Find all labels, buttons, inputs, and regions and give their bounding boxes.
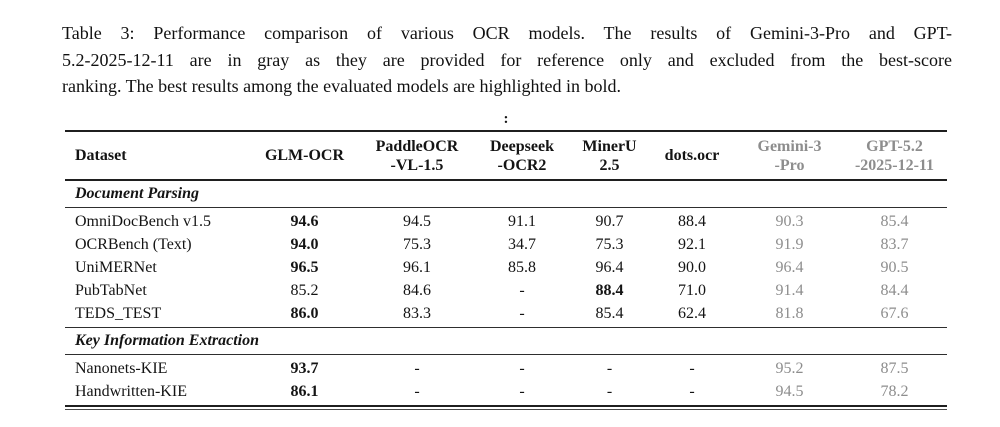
value-cell: 86.1 xyxy=(290,383,319,400)
table-grid: Dataset GLM-OCR PaddleOCR -VL-1.5 Deepseek -O… xyxy=(65,130,947,410)
caption-line-3: ranking. The best results among the eval… xyxy=(62,76,622,96)
value-cell: 78.2 xyxy=(880,383,909,400)
column-header-paddleocr-vl-1-5: PaddleOCR -VL-1.5 xyxy=(375,137,459,174)
value-cell: - xyxy=(414,383,420,400)
value-cell: - xyxy=(519,360,525,377)
value-cell: 75.3 xyxy=(403,236,431,253)
value-cell: 91.4 xyxy=(775,282,804,299)
value-cell: 84.4 xyxy=(880,282,909,299)
dataset-cell: Handwritten-KIE xyxy=(75,383,187,400)
caption-line-1: Table 3: Performance comparison of vario… xyxy=(62,23,952,43)
value-cell: 96.5 xyxy=(290,259,319,276)
table-row: TEDS_TEST 86.0 83.3 - 85.4 62.4 81.8 67.6 xyxy=(65,302,947,325)
value-cell: 90.7 xyxy=(595,213,624,230)
column-header-deepseek-ocr2: Deepseek -OCR2 xyxy=(490,137,554,174)
value-cell: 94.5 xyxy=(403,213,431,230)
value-cell: 34.7 xyxy=(508,236,536,253)
column-header-gemini-3-pro: Gemini-3 -Pro xyxy=(757,137,822,174)
value-cell: - xyxy=(606,383,613,400)
table-caption: Table 3: Performance comparison of vario… xyxy=(62,20,952,100)
value-cell: - xyxy=(519,305,525,322)
value-cell: 93.7 xyxy=(290,360,319,377)
table-row: OmniDocBench v1.5 94.6 94.5 91.1 90.7 88.4 90.… xyxy=(65,210,947,233)
value-cell: 88.4 xyxy=(678,213,706,230)
value-cell: 88.4 xyxy=(595,282,624,299)
value-cell: 94.0 xyxy=(290,236,319,253)
value-cell: 96.4 xyxy=(775,259,804,276)
value-cell: 91.1 xyxy=(508,213,536,230)
value-cell: 71.0 xyxy=(678,282,706,299)
bottom-rule-heavy xyxy=(65,405,947,407)
value-cell: 86.0 xyxy=(290,305,319,322)
value-cell: 84.6 xyxy=(403,282,431,299)
value-cell: - xyxy=(689,383,695,400)
table-header-row: Dataset GLM-OCR PaddleOCR -VL-1.5 Deepseek -O… xyxy=(65,132,947,181)
value-cell: 81.8 xyxy=(775,305,804,322)
dataset-cell: PubTabNet xyxy=(75,282,147,299)
section-header: Key Information Extraction xyxy=(65,328,947,355)
value-cell: 75.3 xyxy=(595,236,624,253)
value-cell: 90.0 xyxy=(678,259,706,276)
value-cell: - xyxy=(689,360,695,377)
value-cell: 94.6 xyxy=(290,213,319,230)
value-cell: 92.1 xyxy=(678,236,706,253)
value-cell: 85.4 xyxy=(595,305,624,322)
value-cell: 83.3 xyxy=(403,305,431,322)
value-cell: 96.4 xyxy=(595,259,624,276)
value-cell: 85.8 xyxy=(508,259,536,276)
table-body: Document Parsing OmniDocBench v1.5 94.6 94.… xyxy=(65,181,947,405)
bottom-rule-thin xyxy=(65,409,947,410)
section-rows: OmniDocBench v1.5 94.6 94.5 91.1 90.7 88.4 90.… xyxy=(65,208,947,328)
value-cell: 90.5 xyxy=(880,259,909,276)
column-header-gpt-5-2-2025-12-11: GPT-5.2 -2025-12-11 xyxy=(854,137,935,174)
section-header: Document Parsing xyxy=(65,181,947,208)
value-cell: 95.2 xyxy=(775,360,804,377)
value-cell: 91.9 xyxy=(775,236,804,253)
value-cell: 67.6 xyxy=(880,305,909,322)
value-cell: - xyxy=(606,360,613,377)
column-header-dots-ocr: dots.ocr xyxy=(664,147,720,164)
column-header-dataset: Dataset xyxy=(75,147,127,164)
value-cell: - xyxy=(414,360,420,377)
table-row: Nanonets-KIE 93.7 - - - - 95.2 87.5 xyxy=(65,357,947,380)
table-row: Handwritten-KIE 86.1 - - - - 94.5 78.2 xyxy=(65,380,947,403)
value-cell: 62.4 xyxy=(678,305,706,322)
value-cell: 87.5 xyxy=(880,360,909,377)
dataset-cell: OCRBench (Text) xyxy=(75,236,192,253)
value-cell: 90.3 xyxy=(775,213,804,230)
value-cell: - xyxy=(519,383,525,400)
performance-table: : Dataset GLM-OCR PaddleOCR -VL-1.5 Deepseek… xyxy=(65,108,947,410)
column-header-glm-ocr: GLM-OCR xyxy=(264,147,345,164)
value-cell: - xyxy=(519,282,525,299)
dataset-cell: OmniDocBench v1.5 xyxy=(75,213,211,230)
table-row: UniMERNet 96.5 96.1 85.8 96.4 90.0 96.4 90.5 xyxy=(65,256,947,279)
value-cell: 96.1 xyxy=(403,259,431,276)
dataset-cell: Nanonets-KIE xyxy=(75,360,168,377)
stray-colon-mark: : xyxy=(503,111,509,127)
table-row: OCRBench (Text) 94.0 75.3 34.7 75.3 92.1 91.9 8… xyxy=(65,233,947,256)
section-rows: Nanonets-KIE 93.7 - - - - 95.2 87.5 Handwritten-… xyxy=(65,355,947,405)
value-cell: 85.4 xyxy=(880,213,909,230)
value-cell: 85.2 xyxy=(290,282,319,299)
table-row: PubTabNet 85.2 84.6 - 88.4 71.0 91.4 84.4 xyxy=(65,279,947,302)
value-cell: 83.7 xyxy=(880,236,909,253)
caption-line-2: 5.2-2025-12-11 are in gray as they are p… xyxy=(62,49,952,70)
value-cell: 94.5 xyxy=(775,383,804,400)
dataset-cell: TEDS_TEST xyxy=(75,305,162,322)
column-header-mineru-2-5: MinerU 2.5 xyxy=(582,137,637,174)
dataset-cell: UniMERNet xyxy=(75,259,157,276)
